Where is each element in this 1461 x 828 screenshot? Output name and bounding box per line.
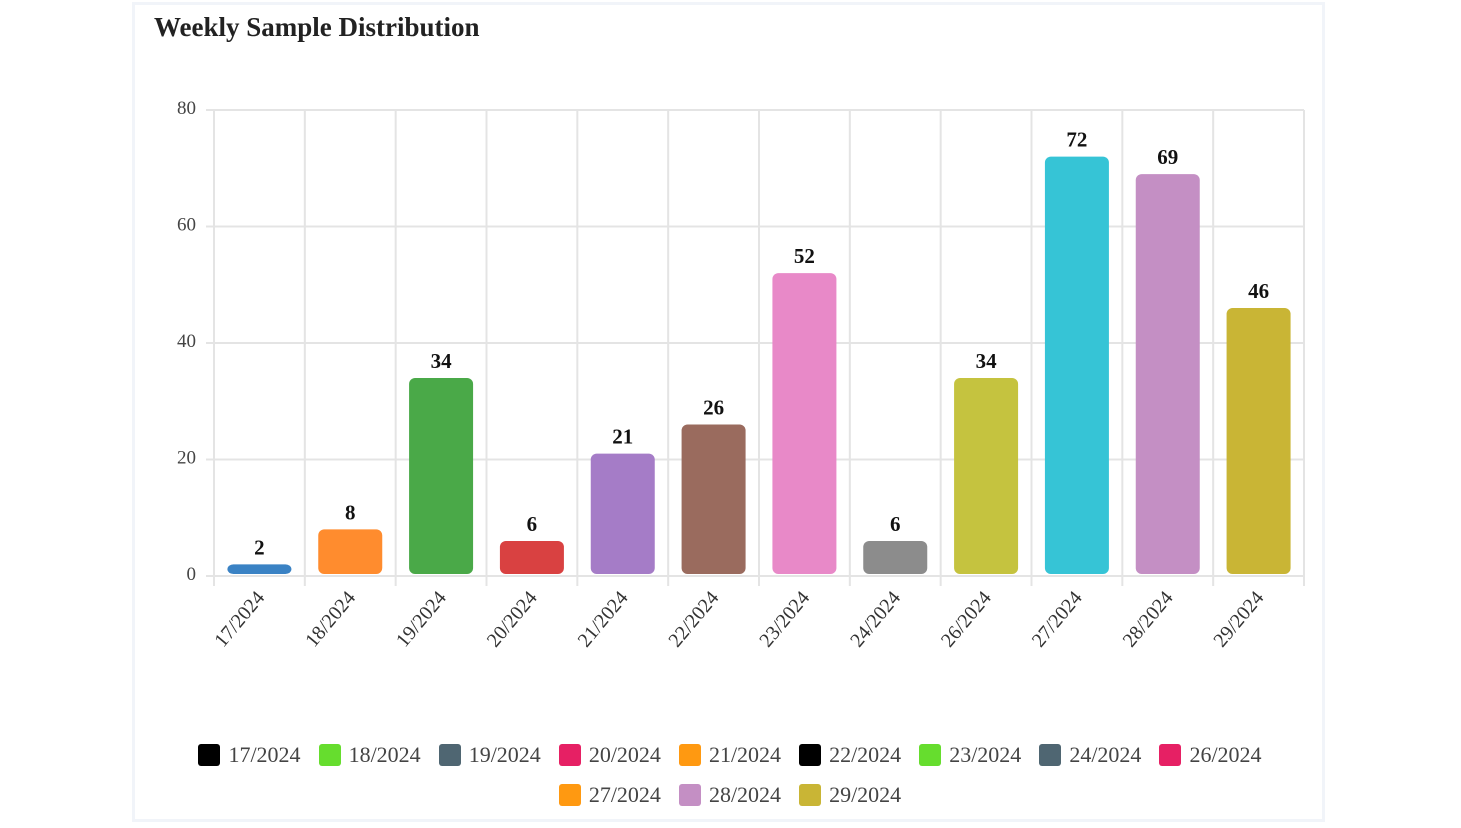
legend-label: 27/2024: [588, 782, 661, 807]
bar[interactable]: [1044, 156, 1109, 574]
y-tick-label: 0: [187, 564, 197, 585]
x-tick-label: 18/2024: [301, 587, 360, 651]
bar[interactable]: [863, 541, 928, 574]
legend-label: 28/2024: [708, 782, 782, 807]
x-tick-label: 28/2024: [1119, 587, 1178, 651]
x-tick-label: 29/2024: [1209, 587, 1268, 651]
x-tick-label: 23/2024: [755, 587, 814, 651]
bar[interactable]: [681, 424, 746, 574]
legend-label: 18/2024: [348, 742, 421, 767]
legend-item[interactable]: 27/2024: [558, 782, 661, 808]
legend-item[interactable]: 19/2024: [438, 742, 541, 768]
legend-label: 20/2024: [588, 742, 661, 767]
chart-title: Weekly Sample Distribution: [154, 12, 480, 42]
data-label: 6: [527, 512, 538, 536]
data-label: 8: [345, 500, 356, 524]
bar[interactable]: [954, 377, 1019, 574]
legend-swatch: [1039, 744, 1062, 766]
x-tick-label: 21/2024: [574, 587, 633, 651]
legend-swatch: [558, 784, 581, 806]
data-label: 72: [1066, 128, 1087, 152]
legend-label: 26/2024: [1189, 742, 1262, 767]
legend-swatch: [799, 784, 822, 806]
data-label: 26: [703, 396, 724, 420]
x-tick-label: 27/2024: [1028, 587, 1087, 651]
bar[interactable]: [318, 529, 383, 574]
legend-swatch: [438, 744, 461, 766]
legend-label: 24/2024: [1069, 742, 1142, 767]
y-tick-label: 40: [177, 331, 196, 352]
chart-card: [132, 2, 1325, 822]
legend-item[interactable]: 21/2024: [678, 742, 782, 768]
data-label: 52: [794, 244, 815, 268]
bar[interactable]: [1135, 174, 1200, 574]
bar-series: [227, 156, 1291, 574]
legend-label: 21/2024: [708, 742, 782, 767]
legend-item[interactable]: 18/2024: [318, 742, 421, 768]
legend-label: 22/2024: [829, 742, 902, 767]
legend-item[interactable]: 28/2024: [678, 782, 782, 808]
data-label: 6: [890, 512, 901, 536]
legend-label: 29/2024: [829, 782, 902, 807]
y-axis-ticks: 0 20 40 60 80: [177, 98, 196, 585]
legend-item[interactable]: 24/2024: [1039, 742, 1141, 768]
legend-label: 17/2024: [228, 742, 301, 767]
bar[interactable]: [227, 564, 292, 574]
x-tick-label: 24/2024: [846, 587, 905, 651]
y-tick-label: 80: [177, 98, 196, 119]
data-label: 21: [612, 425, 633, 449]
legend-swatch: [1159, 744, 1182, 766]
legend-swatch: [919, 744, 942, 766]
legend-item[interactable]: 23/2024: [919, 742, 1021, 768]
legend-swatch: [678, 784, 701, 806]
legend-swatch: [198, 744, 221, 766]
legend-swatch: [799, 744, 822, 766]
x-tick-label: 17/2024: [210, 587, 269, 651]
legend-swatch: [318, 744, 341, 766]
legend-swatch: [678, 744, 701, 766]
data-label: 46: [1248, 279, 1269, 303]
legend-item[interactable]: 22/2024: [799, 742, 901, 768]
bar[interactable]: [590, 453, 655, 574]
legend-item[interactable]: 26/2024: [1159, 742, 1262, 768]
y-tick-label: 60: [177, 215, 196, 236]
x-axis-ticks: 17/2024 18/2024 19/2024 20/2024 21/2024 22/20…: [210, 587, 1268, 651]
chart-legend: 17/2024 18/2024 19/2024 20/2024 21/2024 22/20…: [150, 742, 1310, 808]
y-tick-label: 20: [177, 448, 196, 469]
legend-label: 19/2024: [468, 742, 541, 767]
data-label: 34: [431, 349, 453, 373]
x-tick-label: 26/2024: [937, 587, 996, 651]
bar[interactable]: [409, 377, 474, 574]
x-tick-label: 20/2024: [483, 587, 542, 651]
data-labels: 2 8 34 6 21 26 52 6 34 72 69 46: [254, 128, 1269, 560]
legend-item[interactable]: 29/2024: [799, 782, 901, 808]
data-label: 69: [1157, 145, 1178, 169]
data-label: 2: [254, 535, 265, 559]
legend-swatch: [558, 744, 581, 766]
bar[interactable]: [499, 541, 564, 574]
x-tick-label: 22/2024: [664, 587, 723, 651]
legend-item[interactable]: 20/2024: [558, 742, 661, 768]
legend-item[interactable]: 17/2024: [198, 742, 301, 768]
bar[interactable]: [1226, 308, 1291, 574]
legend-label: 23/2024: [949, 742, 1022, 767]
chart-grid: [206, 109, 1305, 586]
data-label: 34: [976, 349, 998, 373]
x-tick-label: 19/2024: [392, 587, 451, 651]
bar[interactable]: [772, 273, 837, 574]
